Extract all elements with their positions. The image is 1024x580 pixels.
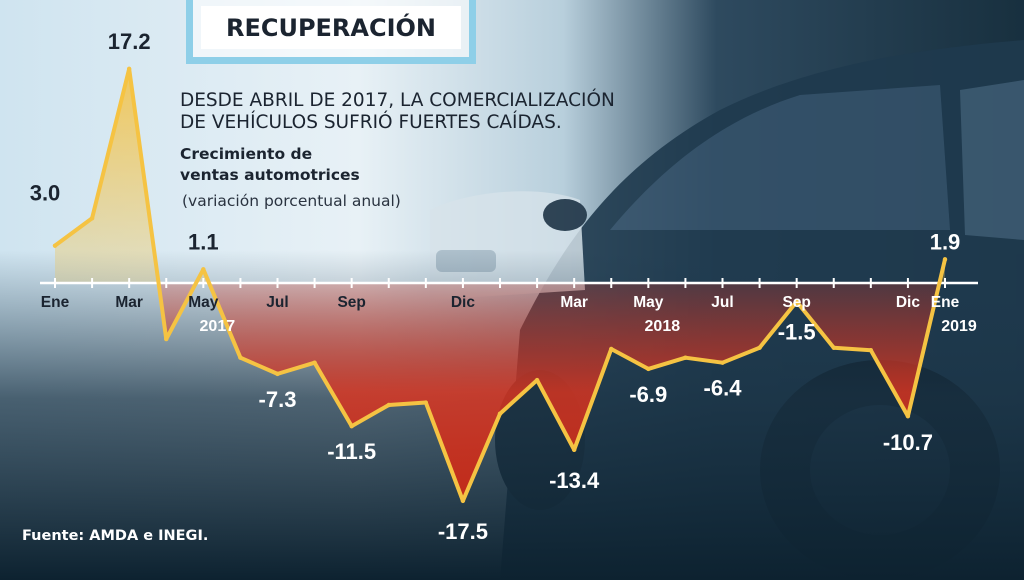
x-tick-label: Mar xyxy=(560,294,588,311)
year-label: 2018 xyxy=(645,318,681,335)
subtitle-line-2: DE VEHÍCULOS SUFRIÓ FUERTES CAÍDAS. xyxy=(180,112,562,133)
data-point xyxy=(312,360,317,365)
negative-area xyxy=(55,283,945,501)
y-axis-label: Crecimiento de ventas automotrices xyxy=(180,145,360,184)
data-value-label: -7.3 xyxy=(259,387,297,412)
unit-label: (variación porcentual anual) xyxy=(182,192,401,210)
data-point xyxy=(534,377,540,383)
positive-area xyxy=(55,68,945,283)
data-point xyxy=(942,257,948,262)
data-point xyxy=(460,498,466,504)
data-point xyxy=(89,216,95,221)
data-value-label: -17.5 xyxy=(438,519,488,544)
chart-subtitle: DESDE ABRIL DE 2017, LA COMERCIALIZACIÓN… xyxy=(180,90,615,134)
data-value-label: -6.9 xyxy=(629,382,667,407)
x-tick-label: Ene xyxy=(41,294,70,311)
data-value-label: 17.2 xyxy=(108,29,151,54)
data-value-label: -10.7 xyxy=(883,430,933,455)
data-point xyxy=(349,423,354,429)
data-value-label: -1.5 xyxy=(778,320,816,345)
data-point xyxy=(126,66,132,72)
x-tick-label: Dic xyxy=(451,294,476,311)
data-point xyxy=(646,366,651,372)
x-tick-label: Sep xyxy=(337,294,365,311)
data-point xyxy=(423,400,429,405)
x-tick-label: Mar xyxy=(115,294,143,311)
data-point xyxy=(831,345,836,350)
x-tick-label: Jul xyxy=(711,294,733,311)
data-value-label: -13.4 xyxy=(549,468,600,493)
data-point xyxy=(164,336,169,342)
x-tick-label: Jul xyxy=(266,294,288,311)
title-frame: RECUPERACIÓN xyxy=(186,0,476,64)
data-value-label: 1.1 xyxy=(188,229,219,254)
data-value-label: 1.9 xyxy=(930,229,961,254)
data-point xyxy=(571,447,577,453)
data-point xyxy=(720,360,725,365)
data-point xyxy=(201,267,206,272)
data-point xyxy=(52,243,58,248)
x-tick-label: Dic xyxy=(896,294,921,311)
data-value-label: 3.0 xyxy=(30,181,61,206)
subtitle-line-1: DESDE ABRIL DE 2017, LA COMERCIALIZACIÓN xyxy=(180,90,615,111)
data-point xyxy=(386,402,391,408)
data-point xyxy=(609,346,614,352)
chart-title: RECUPERACIÓN xyxy=(201,6,461,49)
x-tick-label: May xyxy=(633,294,664,311)
data-point xyxy=(275,371,280,377)
data-point xyxy=(794,299,799,304)
data-point xyxy=(683,355,688,360)
data-point xyxy=(905,414,911,419)
year-label: 2017 xyxy=(200,318,236,335)
data-value-label: -11.5 xyxy=(327,439,376,464)
data-point xyxy=(868,348,874,353)
data-value-label: -6.4 xyxy=(704,376,743,401)
x-tick-label: May xyxy=(188,294,219,311)
data-point xyxy=(757,345,762,350)
data-point xyxy=(238,355,243,360)
x-tick-label: Ene xyxy=(931,294,960,311)
year-label: 2019 xyxy=(941,318,977,335)
source-note: Fuente: AMDA e INEGI. xyxy=(22,528,209,544)
x-tick-label: Sep xyxy=(782,294,810,311)
data-point xyxy=(497,411,503,416)
